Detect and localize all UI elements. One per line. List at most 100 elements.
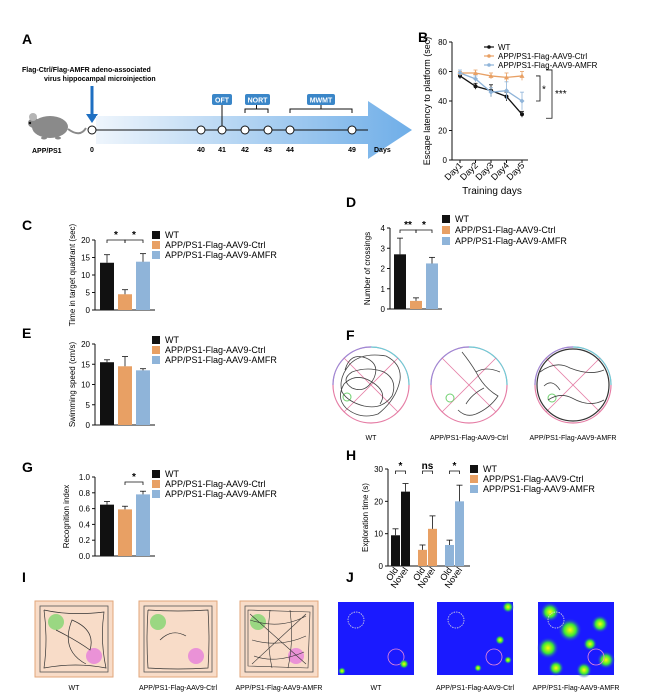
badge-mwmt: MWMT xyxy=(289,94,353,113)
g-sig-bracket-0 xyxy=(124,481,144,485)
g-legend-swatch-wt xyxy=(152,470,160,478)
b-point-2-1 xyxy=(473,76,478,82)
d-legend-text-amfr: APP/PS1-Flag-AAV9-AMFR xyxy=(455,236,567,246)
panel-label-c: C xyxy=(22,217,32,233)
mouse-label: APP/PS1 xyxy=(32,148,62,155)
b-legend-marker-ctrl xyxy=(487,54,491,58)
b-ytick-label-0: 0 xyxy=(443,156,448,165)
h-ytick-label-0: 0 xyxy=(379,562,384,571)
e-ytick-label-1: 5 xyxy=(86,401,91,410)
d-legend-text-wt: WT xyxy=(455,214,469,224)
heatmap-label-wt: WT xyxy=(371,685,383,692)
e-legend-text-ctrl: APP/PS1-Flag-AAV9-Ctrl xyxy=(165,345,265,355)
b-point-1-4 xyxy=(519,73,525,78)
c-legend-text-ctrl: APP/PS1-Flag-AAV9-Ctrl xyxy=(165,240,265,250)
badge-mwmt-text: MWMT xyxy=(310,98,333,105)
b-legend-text-amfr: APP/PS1-Flag-AAV9-AMFR xyxy=(498,61,598,70)
day-label-41: 41 xyxy=(218,147,226,154)
panel-a: A Flag-Ctrl/Flag-AMFR adeno-associated v… xyxy=(22,31,412,159)
h-legend-text-amfr: APP/PS1-Flag-AAV9-AMFR xyxy=(483,484,595,494)
panel-g: G 0.0 0.2 0.4 0.6 0.8 1.0 Recognition index * WT… xyxy=(22,459,277,561)
c-ytick-label-0: 0 xyxy=(86,306,91,315)
d-bar-2 xyxy=(426,263,438,309)
panel-label-f: F xyxy=(346,327,355,343)
timeline-node-day44 xyxy=(285,125,295,135)
badge-oft: OFT xyxy=(212,94,232,126)
c-sig-bracket-1 xyxy=(124,239,144,243)
b-point-0-1 xyxy=(473,84,478,89)
c-ytick-label-4: 20 xyxy=(81,236,90,245)
c-legend-swatch-amfr xyxy=(152,251,160,259)
b-point-2-0 xyxy=(457,70,463,76)
g-y-axis-title: Recognition index xyxy=(62,485,71,549)
b-ytick-label-40: 40 xyxy=(438,97,447,106)
g-bar-0 xyxy=(100,504,114,556)
c-bar-1 xyxy=(118,294,132,310)
e-y-axis-title: Swimming speed (cm/s) xyxy=(68,341,77,427)
c-y-axis-title: Time in target quadrant (sec) xyxy=(68,223,77,326)
h-legend-text-wt: WT xyxy=(483,464,497,474)
swim-path-ctrl xyxy=(430,346,508,424)
g-ytick-label-3: 0.6 xyxy=(79,505,91,514)
injection-arrow-head xyxy=(86,114,98,123)
panel-label-a: A xyxy=(22,31,32,47)
c-ytick-label-3: 15 xyxy=(81,254,90,263)
g-legend-text-amfr: APP/PS1-Flag-AAV9-AMFR xyxy=(165,489,277,499)
g-ytick-label-5: 1.0 xyxy=(79,473,91,482)
b-point-1-2 xyxy=(488,73,494,78)
timeline-node-day43 xyxy=(263,125,273,135)
timeline-node-day41 xyxy=(217,125,227,135)
d-bar-1 xyxy=(410,300,422,309)
h-legend-swatch-wt xyxy=(470,465,478,473)
h-legend-swatch-amfr xyxy=(470,485,478,493)
day-label-42: 42 xyxy=(241,147,249,154)
b-point-1-3 xyxy=(504,74,509,80)
g-bar-1 xyxy=(118,509,132,556)
h-sig-bracket-2 xyxy=(449,470,460,474)
g-ytick-label-0: 0.0 xyxy=(79,552,91,561)
h-bar-3 xyxy=(428,528,437,566)
h-bar-1 xyxy=(401,491,410,566)
e-ytick-label-3: 15 xyxy=(81,360,90,369)
e-bar-0 xyxy=(100,362,114,425)
injection-text-1: Flag-Ctrl/Flag-AMFR adeno-associated xyxy=(22,67,151,74)
b-legend-text-wt: WT xyxy=(498,43,511,52)
track-amfr xyxy=(239,600,319,678)
swim-label-ctrl: APP/PS1-Flag-AAV9-Ctrl xyxy=(430,435,509,442)
days-axis-label: Days xyxy=(374,147,391,154)
c-legend-swatch-wt xyxy=(152,231,160,239)
e-legend-text-amfr: APP/PS1-Flag-AAV9-AMFR xyxy=(165,355,277,365)
panel-f: F WT APP/PS1-Flag-AAV9-Ctrl xyxy=(332,327,617,442)
day-0-label: 0 xyxy=(90,147,94,154)
g-legend-swatch-amfr xyxy=(152,490,160,498)
c-legend-text-wt: WT xyxy=(165,230,179,240)
d-sig-label-0: ** xyxy=(404,220,412,231)
h-bar-2 xyxy=(418,549,427,566)
b-point-2-3 xyxy=(504,88,509,94)
e-legend-text-wt: WT xyxy=(165,335,179,345)
h-ytick-label-2: 20 xyxy=(374,497,383,506)
d-legend-swatch-amfr xyxy=(442,237,450,245)
d-ytick-label-3: 3 xyxy=(381,244,386,253)
e-ytick-label-2: 10 xyxy=(81,381,90,390)
e-bar-2 xyxy=(136,370,150,425)
d-sig-label-1: * xyxy=(422,220,426,231)
day-label-40: 40 xyxy=(197,147,205,154)
heatmap-wt xyxy=(338,602,414,675)
timeline-node-day40 xyxy=(196,125,206,135)
day-label-49: 49 xyxy=(348,147,356,154)
panel-label-e: E xyxy=(22,325,31,341)
b-point-2-4 xyxy=(519,98,525,104)
b-sig-star-1: * xyxy=(542,84,546,95)
heatmap-label-ctrl: APP/PS1-Flag-AAV9-Ctrl xyxy=(436,685,515,692)
badge-nort-text: NORT xyxy=(248,98,269,105)
swim-label-amfr: APP/PS1-Flag-AAV9-AMFR xyxy=(529,435,616,442)
h-ytick-label-3: 30 xyxy=(374,465,383,474)
b-xtick-label-Day5: Day5 xyxy=(504,160,526,182)
heatmap-amfr xyxy=(537,602,615,678)
c-ytick-label-1: 5 xyxy=(86,289,91,298)
panel-j: J WT APP/PS1-Flag-AAV9-Ctrl xyxy=(338,569,620,692)
